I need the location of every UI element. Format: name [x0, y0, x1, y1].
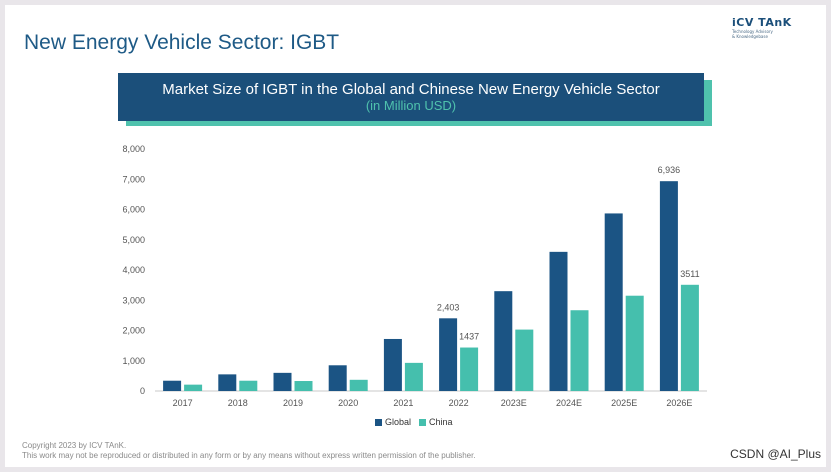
logo-subtext-1: Technology Advisory	[732, 29, 773, 34]
bar-china-2024e	[570, 310, 589, 391]
y-tick-label: 4,000	[122, 265, 145, 275]
page-title: New Energy Vehicle Sector: IGBT	[24, 31, 340, 54]
copyright-footer: Copyright 2023 by ICV TAnK. This work ma…	[22, 441, 476, 461]
bar-global-2024e	[549, 251, 568, 391]
permission-notice: This work may not be reproduced or distr…	[22, 451, 476, 460]
y-tick-label: 2,000	[122, 326, 145, 336]
bar-china-2018	[239, 380, 258, 391]
x-tick-label: 2024E	[556, 398, 582, 408]
legend-item-china: China	[419, 417, 453, 427]
x-tick-label: 2018	[228, 398, 248, 408]
x-tick-label: 2025E	[611, 398, 637, 408]
legend-swatch-china	[419, 418, 427, 426]
x-tick-label: 2020	[338, 398, 358, 408]
bar-china-2023e	[515, 329, 534, 391]
data-label: 1437	[459, 332, 479, 342]
legend-label-china: China	[429, 417, 453, 427]
legend-label-global: Global	[385, 417, 412, 427]
y-tick-label: 3,000	[122, 295, 145, 305]
x-tick-label: 2019	[283, 398, 303, 408]
x-tick-label: 2022	[449, 398, 469, 408]
bar-china-2026e	[680, 284, 699, 391]
bar-china-2022	[460, 347, 479, 391]
x-tick-label: 2026E	[666, 398, 692, 408]
y-tick-label: 6,000	[122, 205, 145, 215]
logo-subtext-2: & Knowledgebase	[732, 34, 768, 39]
copyright-line: Copyright 2023 by ICV TAnK.	[22, 441, 127, 450]
y-tick-label: 1,000	[122, 356, 145, 366]
bar-global-2021	[383, 338, 402, 391]
y-tick-label: 7,000	[122, 174, 145, 184]
bar-global-2022	[439, 318, 458, 391]
bar-global-2025e	[604, 213, 623, 391]
bar-china-2017	[184, 384, 203, 391]
bar-global-2023e	[494, 291, 513, 391]
x-tick-label: 2021	[393, 398, 413, 408]
x-tick-label: 2017	[173, 398, 193, 408]
data-label: 6,936	[658, 165, 681, 175]
bar-global-2026e	[659, 181, 678, 391]
watermark: CSDN @AI_Plus	[730, 447, 821, 461]
chart-title: Market Size of IGBT in the Global and Ch…	[162, 81, 660, 98]
chart-subtitle: (in Million USD)	[365, 98, 457, 113]
company-logo: iCV TAnK Technology Advisory & Knowledge…	[732, 16, 812, 40]
bar-china-2021	[404, 362, 423, 391]
data-label: 2,403	[437, 302, 460, 312]
legend-item-global: Global	[375, 417, 411, 427]
bar-global-2017	[163, 380, 182, 391]
bar-china-2020	[349, 379, 368, 391]
chart-legend: Global China	[375, 417, 461, 427]
y-tick-label: 8,000	[122, 144, 145, 154]
chart-title-banner: Market Size of IGBT in the Global and Ch…	[118, 73, 704, 121]
bar-global-2019	[273, 372, 292, 391]
data-label: 3511	[680, 269, 699, 279]
legend-swatch-global	[375, 418, 382, 426]
x-tick-label: 2023E	[501, 398, 527, 408]
bar-global-2018	[218, 374, 237, 391]
bar-china-2019	[294, 381, 313, 391]
bar-china-2025e	[625, 295, 644, 391]
y-tick-label: 5,000	[122, 235, 145, 245]
y-tick-label: 0	[140, 386, 145, 396]
bar-global-2020	[328, 365, 347, 391]
logo-text: iCV TAnK	[732, 16, 792, 29]
